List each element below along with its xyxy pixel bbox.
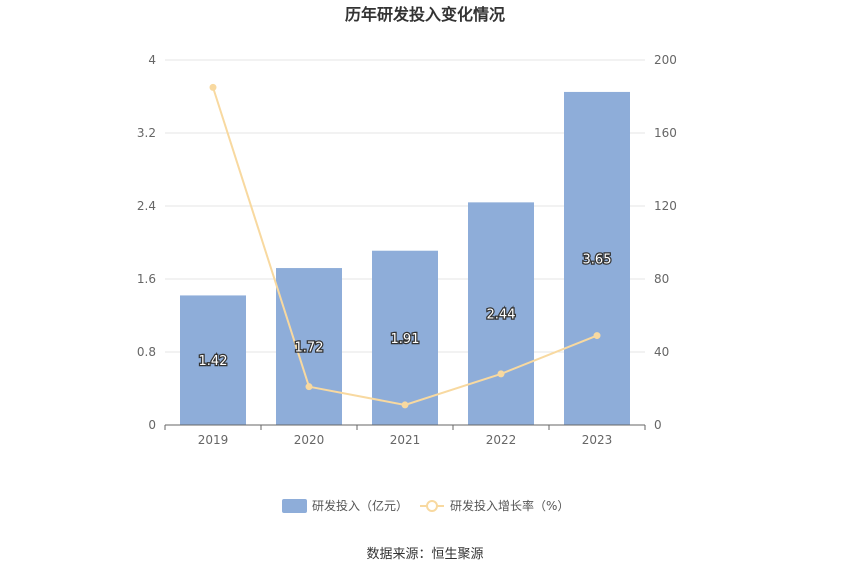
x-tick-label: 2023 <box>582 433 613 447</box>
y-left-tick-label: 4 <box>148 53 156 67</box>
y-right-tick-label: 80 <box>654 272 669 286</box>
growth-rate-point[interactable] <box>209 83 217 91</box>
y-right-tick-label: 160 <box>654 126 677 140</box>
y-axis-right: 0 40 80 120 160 200 <box>654 53 677 432</box>
bar-data-label: 2.44 <box>487 308 516 323</box>
bar-data-label: 1.42 <box>199 354 228 369</box>
y-left-tick-label: 3.2 <box>137 126 156 140</box>
growth-rate-point[interactable] <box>497 370 505 378</box>
bar[interactable] <box>468 202 534 425</box>
bar-data-label: 3.65 <box>583 252 612 267</box>
y-left-tick-label: 0.8 <box>137 345 156 359</box>
bar-data-labels: 1.42 1.72 1.91 2.44 3.65 <box>197 251 612 370</box>
y-right-tick-label: 40 <box>654 345 669 359</box>
line-series <box>209 83 601 409</box>
y-right-tick-label: 200 <box>654 53 677 67</box>
growth-rate-point[interactable] <box>401 401 409 409</box>
x-tick-label: 2021 <box>390 433 421 447</box>
y-right-tick-label: 120 <box>654 199 677 213</box>
bar-series <box>180 91 630 425</box>
y-right-tick-label: 0 <box>654 418 662 432</box>
bar-data-label: 1.91 <box>391 332 420 347</box>
y-left-tick-label: 2.4 <box>137 199 156 213</box>
y-left-tick-label: 0 <box>148 418 156 432</box>
bar[interactable] <box>180 295 246 425</box>
legend[interactable]: 研发投入（亿元） 研发投入增长率（%） <box>282 498 569 513</box>
bar-data-label: 1.72 <box>295 341 324 356</box>
chart-title: 历年研发投入变化情况 <box>345 5 505 24</box>
growth-rate-point[interactable] <box>305 383 313 391</box>
bar[interactable] <box>564 91 630 425</box>
legend-line-marker[interactable] <box>426 500 438 512</box>
legend-line-label[interactable]: 研发投入增长率（%） <box>450 498 569 513</box>
data-source: 数据来源：恒生聚源 <box>366 547 483 562</box>
x-axis: 2019 2020 2021 2022 2023 <box>164 424 646 447</box>
y-left-tick-label: 1.6 <box>137 272 156 286</box>
bar[interactable] <box>372 250 438 425</box>
legend-bar-swatch[interactable] <box>282 499 307 513</box>
bar[interactable] <box>276 268 342 425</box>
x-tick-label: 2020 <box>294 433 325 447</box>
growth-rate-point[interactable] <box>593 332 601 340</box>
y-axis-left: 0 0.8 1.6 2.4 3.2 4 <box>137 53 156 432</box>
x-tick-label: 2019 <box>198 433 229 447</box>
x-tick-label: 2022 <box>486 433 517 447</box>
legend-bar-label[interactable]: 研发投入（亿元） <box>312 498 408 513</box>
